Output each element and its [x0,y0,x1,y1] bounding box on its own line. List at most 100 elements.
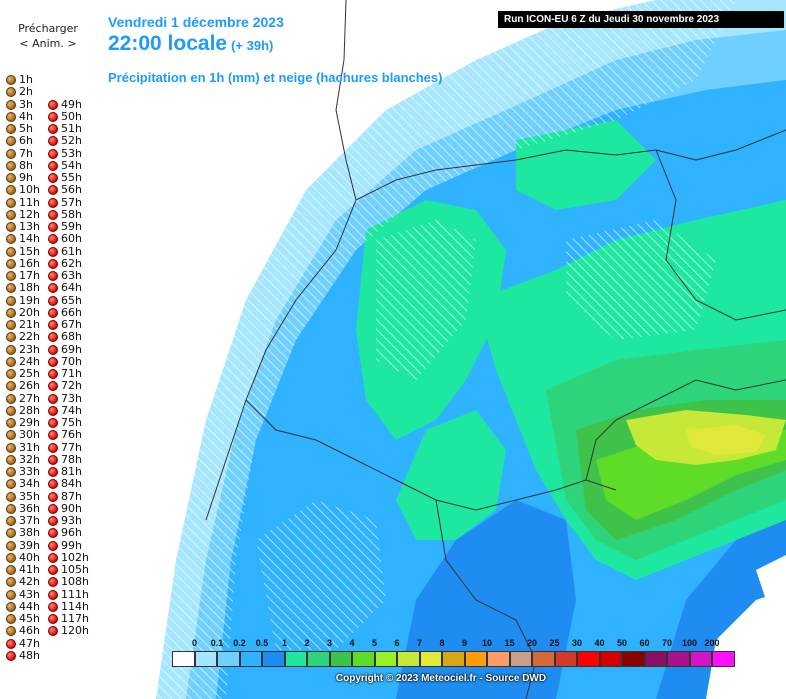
legend-swatch [689,651,712,667]
hour-item-78h[interactable]: 78h [48,453,89,466]
hour-dot-icon [48,185,58,196]
animation-link[interactable]: < Anim. > [19,37,77,50]
hour-item-114h[interactable]: 114h [48,600,89,613]
hour-item-6h[interactable]: 6h [6,135,40,147]
hour-item-77h[interactable]: 77h [48,441,89,454]
hour-item-9h[interactable]: 9h [6,172,40,184]
no-precip-pocket-south [706,590,786,699]
hour-item-8h[interactable]: 8h [6,159,40,172]
hour-label: 62h [61,256,82,270]
hour-item-25h[interactable]: 25h [6,368,40,380]
hour-item-63h[interactable]: 63h [48,270,89,282]
hour-item-52h[interactable]: 52h [48,135,89,147]
hour-item-57h[interactable]: 57h [48,196,89,209]
hour-item-53h[interactable]: 53h [48,147,89,160]
hour-item-64h[interactable]: 64h [48,282,89,294]
hour-item-38h[interactable]: 38h [6,527,40,539]
hour-item-108h[interactable]: 108h [48,576,89,588]
hour-item-17h[interactable]: 17h [6,270,40,282]
hour-item-37h[interactable]: 37h [6,515,40,527]
hour-item-47h[interactable]: 47h [6,637,40,650]
hour-item-20h[interactable]: 20h [6,306,40,319]
hour-item-23h[interactable]: 23h [6,343,40,356]
hour-item-58h[interactable]: 58h [48,208,89,221]
hour-item-90h[interactable]: 90h [48,502,89,515]
hour-item-18h[interactable]: 18h [6,282,40,294]
hour-item-33h[interactable]: 33h [6,466,40,478]
hour-item-111h[interactable]: 111h [48,588,89,601]
hour-item-15h[interactable]: 15h [6,245,40,258]
hour-item-41h[interactable]: 41h [6,564,40,576]
hour-item-61h[interactable]: 61h [48,245,89,258]
hour-item-14h[interactable]: 14h [6,233,40,245]
hour-item-102h[interactable]: 102h [48,551,89,564]
hour-item-117h[interactable]: 117h [48,613,89,625]
hour-item-26h[interactable]: 26h [6,380,40,392]
hour-item-55h[interactable]: 55h [48,172,89,184]
hour-item-35h[interactable]: 35h [6,490,40,503]
hour-item-12h[interactable]: 12h [6,208,40,221]
hour-item-73h[interactable]: 73h [48,392,89,405]
hour-item-2h[interactable]: 2h [6,86,40,98]
hour-item-72h[interactable]: 72h [48,380,89,392]
hour-item-27h[interactable]: 27h [6,392,40,405]
hour-item-50h[interactable]: 50h [48,110,89,123]
hour-item-40h[interactable]: 40h [6,551,40,564]
hour-item-34h[interactable]: 34h [6,478,40,490]
hour-item-21h[interactable]: 21h [6,319,40,331]
hour-item-30h[interactable]: 30h [6,429,40,441]
hour-item-70h[interactable]: 70h [48,355,89,368]
hour-item-7h[interactable]: 7h [6,147,40,160]
hour-item-69h[interactable]: 69h [48,343,89,356]
hour-item-75h[interactable]: 75h [48,417,89,429]
hour-item-13h[interactable]: 13h [6,221,40,233]
hour-item-28h[interactable]: 28h [6,404,40,417]
hour-item-45h[interactable]: 45h [6,613,40,625]
hour-item-51h[interactable]: 51h [48,123,89,135]
hour-item-42h[interactable]: 42h [6,576,40,588]
hour-item-71h[interactable]: 71h [48,368,89,380]
hour-item-93h[interactable]: 93h [48,515,89,527]
hour-label: 48h [19,648,40,662]
hour-item-43h[interactable]: 43h [6,588,40,601]
hour-item-39h[interactable]: 39h [6,539,40,552]
hour-item-120h[interactable]: 120h [48,625,89,637]
hour-item-54h[interactable]: 54h [48,159,89,172]
hour-item-10h[interactable]: 10h [6,184,40,196]
hour-item-99h[interactable]: 99h [48,539,89,552]
legend-swatch [442,651,465,667]
hour-item-81h[interactable]: 81h [48,466,89,478]
hour-item-4h[interactable]: 4h [6,110,40,123]
hour-item-46h[interactable]: 46h [6,625,40,637]
hour-item-11h[interactable]: 11h [6,196,40,209]
hour-item-22h[interactable]: 22h [6,331,40,343]
hour-item-1h[interactable]: 1h [6,74,40,86]
hour-item-59h[interactable]: 59h [48,221,89,233]
hour-item-49h[interactable]: 49h [48,98,89,111]
hour-item-68h[interactable]: 68h [48,331,89,343]
hour-item-5h[interactable]: 5h [6,123,40,135]
hour-item-74h[interactable]: 74h [48,404,89,417]
hour-item-66h[interactable]: 66h [48,306,89,319]
hour-item-76h[interactable]: 76h [48,429,89,441]
hour-item-31h[interactable]: 31h [6,441,40,454]
hour-item-62h[interactable]: 62h [48,256,89,270]
hour-item-48h[interactable]: 48h [6,648,40,662]
hour-item-87h[interactable]: 87h [48,490,89,503]
hour-item-56h[interactable]: 56h [48,184,89,196]
legend-swatch [644,651,667,667]
hour-item-24h[interactable]: 24h [6,355,40,368]
hour-item-19h[interactable]: 19h [6,294,40,307]
hour-item-29h[interactable]: 29h [6,417,40,429]
hour-item-60h[interactable]: 60h [48,233,89,245]
hour-item-105h[interactable]: 105h [48,564,89,576]
hour-item-32h[interactable]: 32h [6,453,40,466]
hour-item-36h[interactable]: 36h [6,502,40,515]
hour-item-16h[interactable]: 16h [6,257,40,270]
hour-item-3h[interactable]: 3h [6,98,40,111]
hour-item-84h[interactable]: 84h [48,478,89,490]
hour-item-67h[interactable]: 67h [48,319,89,331]
hour-item-65h[interactable]: 65h [48,294,89,307]
hour-item-44h[interactable]: 44h [6,600,40,613]
hour-item-96h[interactable]: 96h [48,527,89,539]
